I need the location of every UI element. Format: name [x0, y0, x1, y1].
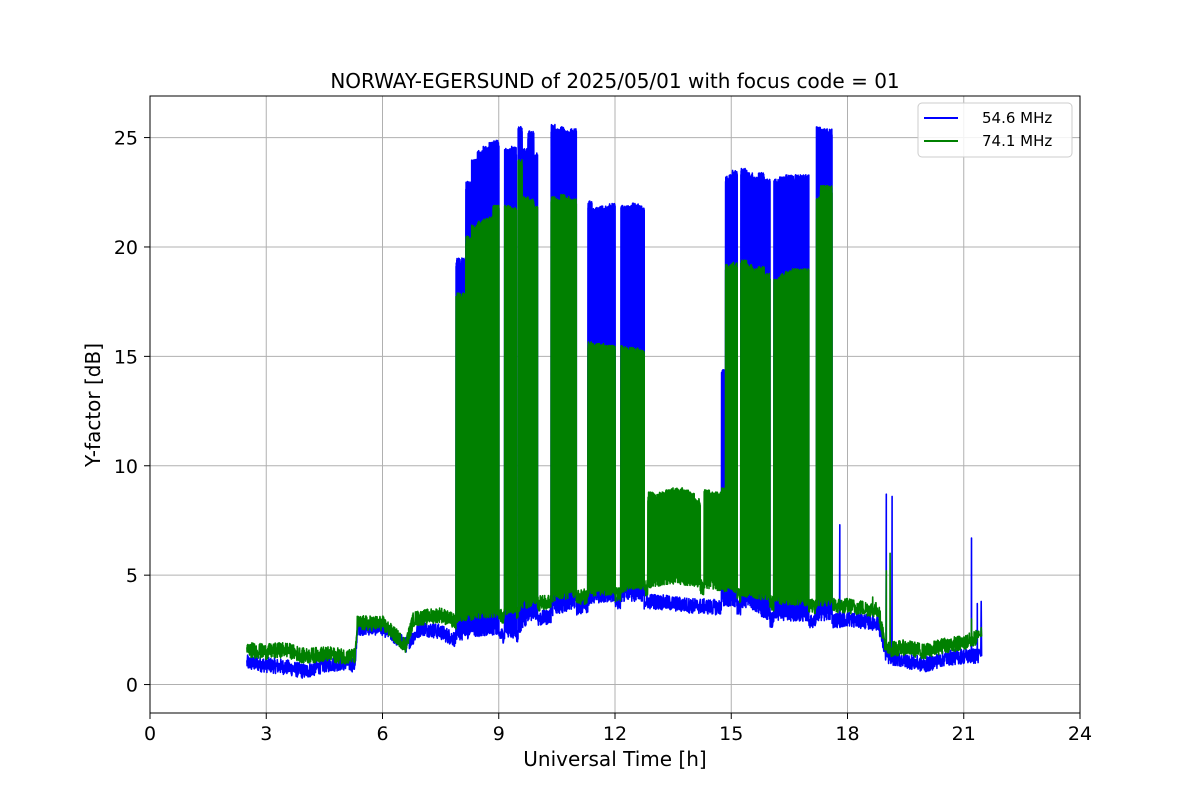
series-line-74-1-mhz [246, 159, 983, 665]
series-layer [246, 123, 983, 679]
x-tick-label: 24 [1068, 723, 1092, 745]
y-axis-label: Y-factor [dB] [81, 343, 105, 468]
x-tick-label: 3 [260, 723, 272, 745]
x-tick-label: 0 [144, 723, 156, 745]
legend-label-54-6: 54.6 MHz [982, 109, 1052, 127]
y-tick-label: 15 [114, 346, 138, 368]
y-tick-label: 0 [126, 675, 138, 697]
x-tick-label: 6 [376, 723, 388, 745]
x-tick-label: 21 [952, 723, 976, 745]
x-axis-label: Universal Time [h] [523, 747, 706, 771]
legend: 54.6 MHz 74.1 MHz [917, 102, 1073, 158]
legend-box [917, 102, 1073, 158]
chart-title: NORWAY-EGERSUND of 2025/05/01 with focus… [330, 69, 899, 93]
y-tick-label: 10 [114, 456, 138, 478]
y-tick-label: 5 [126, 565, 138, 587]
x-tick-label: 9 [493, 723, 505, 745]
x-tick-label: 15 [719, 723, 743, 745]
x-tick-label: 12 [603, 723, 627, 745]
legend-label-74-1: 74.1 MHz [982, 132, 1052, 150]
x-tick-label: 18 [835, 723, 859, 745]
ticks: 0 3 6 9 12 15 18 21 24 0 5 10 15 20 25 [114, 128, 1092, 745]
y-tick-label: 20 [114, 237, 138, 259]
y-tick-label: 25 [114, 128, 138, 150]
